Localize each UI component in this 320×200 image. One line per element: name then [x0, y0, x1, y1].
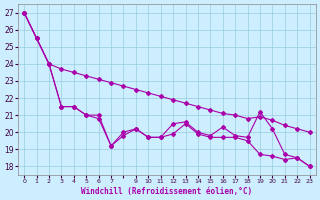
X-axis label: Windchill (Refroidissement éolien,°C): Windchill (Refroidissement éolien,°C) — [81, 187, 252, 196]
